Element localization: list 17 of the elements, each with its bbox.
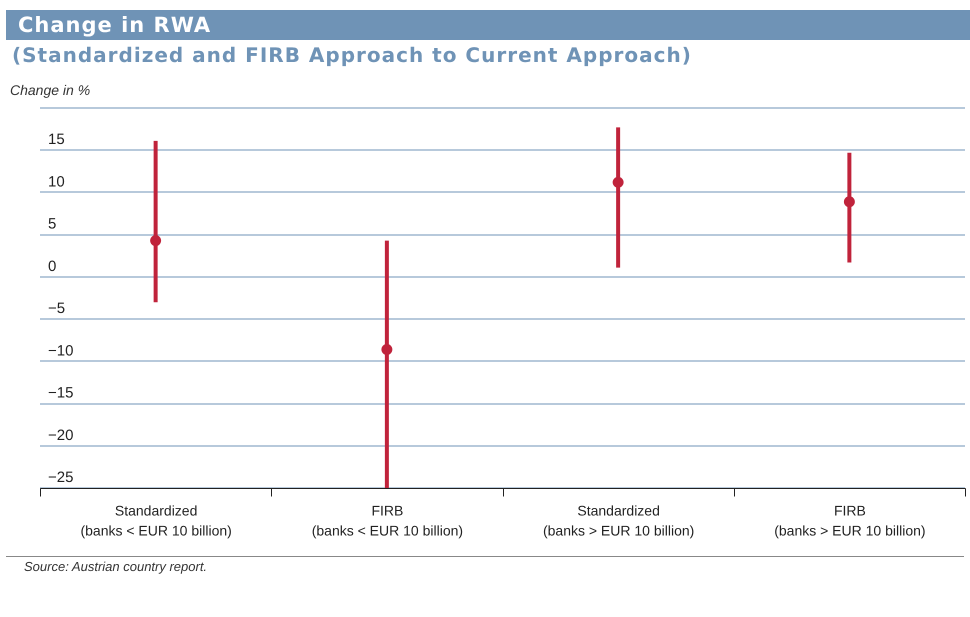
x-tick-label: FIRB (banks < EUR 10 billion) (312, 502, 464, 538)
y-axis-title: Change in % (10, 82, 90, 98)
chart-subtitle: (Standardized and FIRB Approach to Current Approach) (11, 42, 693, 69)
x-tick-label: Standardized (banks < EUR 10 billion) (80, 502, 232, 538)
y-tick-label: −20 (48, 426, 74, 444)
y-tick-label: 10 (48, 173, 65, 190)
y-tick-label: 0 (48, 258, 56, 275)
chart-title: Change in RWA (6, 10, 970, 40)
x-tick-label: FIRB (banks > EUR 10 billion) (774, 502, 926, 538)
y-tick-label: −15 (48, 384, 74, 402)
y-tick-label: −10 (48, 342, 74, 360)
source-note: Source: Austrian country report. (6, 556, 964, 576)
y-tick-label: −5 (48, 300, 66, 318)
x-tick-label: Standardized (banks > EUR 10 billion) (542, 502, 694, 538)
y-tick-label: 5 (48, 216, 56, 233)
y-tick-label: 15 (48, 131, 65, 148)
y-tick-label: −25 (48, 469, 74, 486)
